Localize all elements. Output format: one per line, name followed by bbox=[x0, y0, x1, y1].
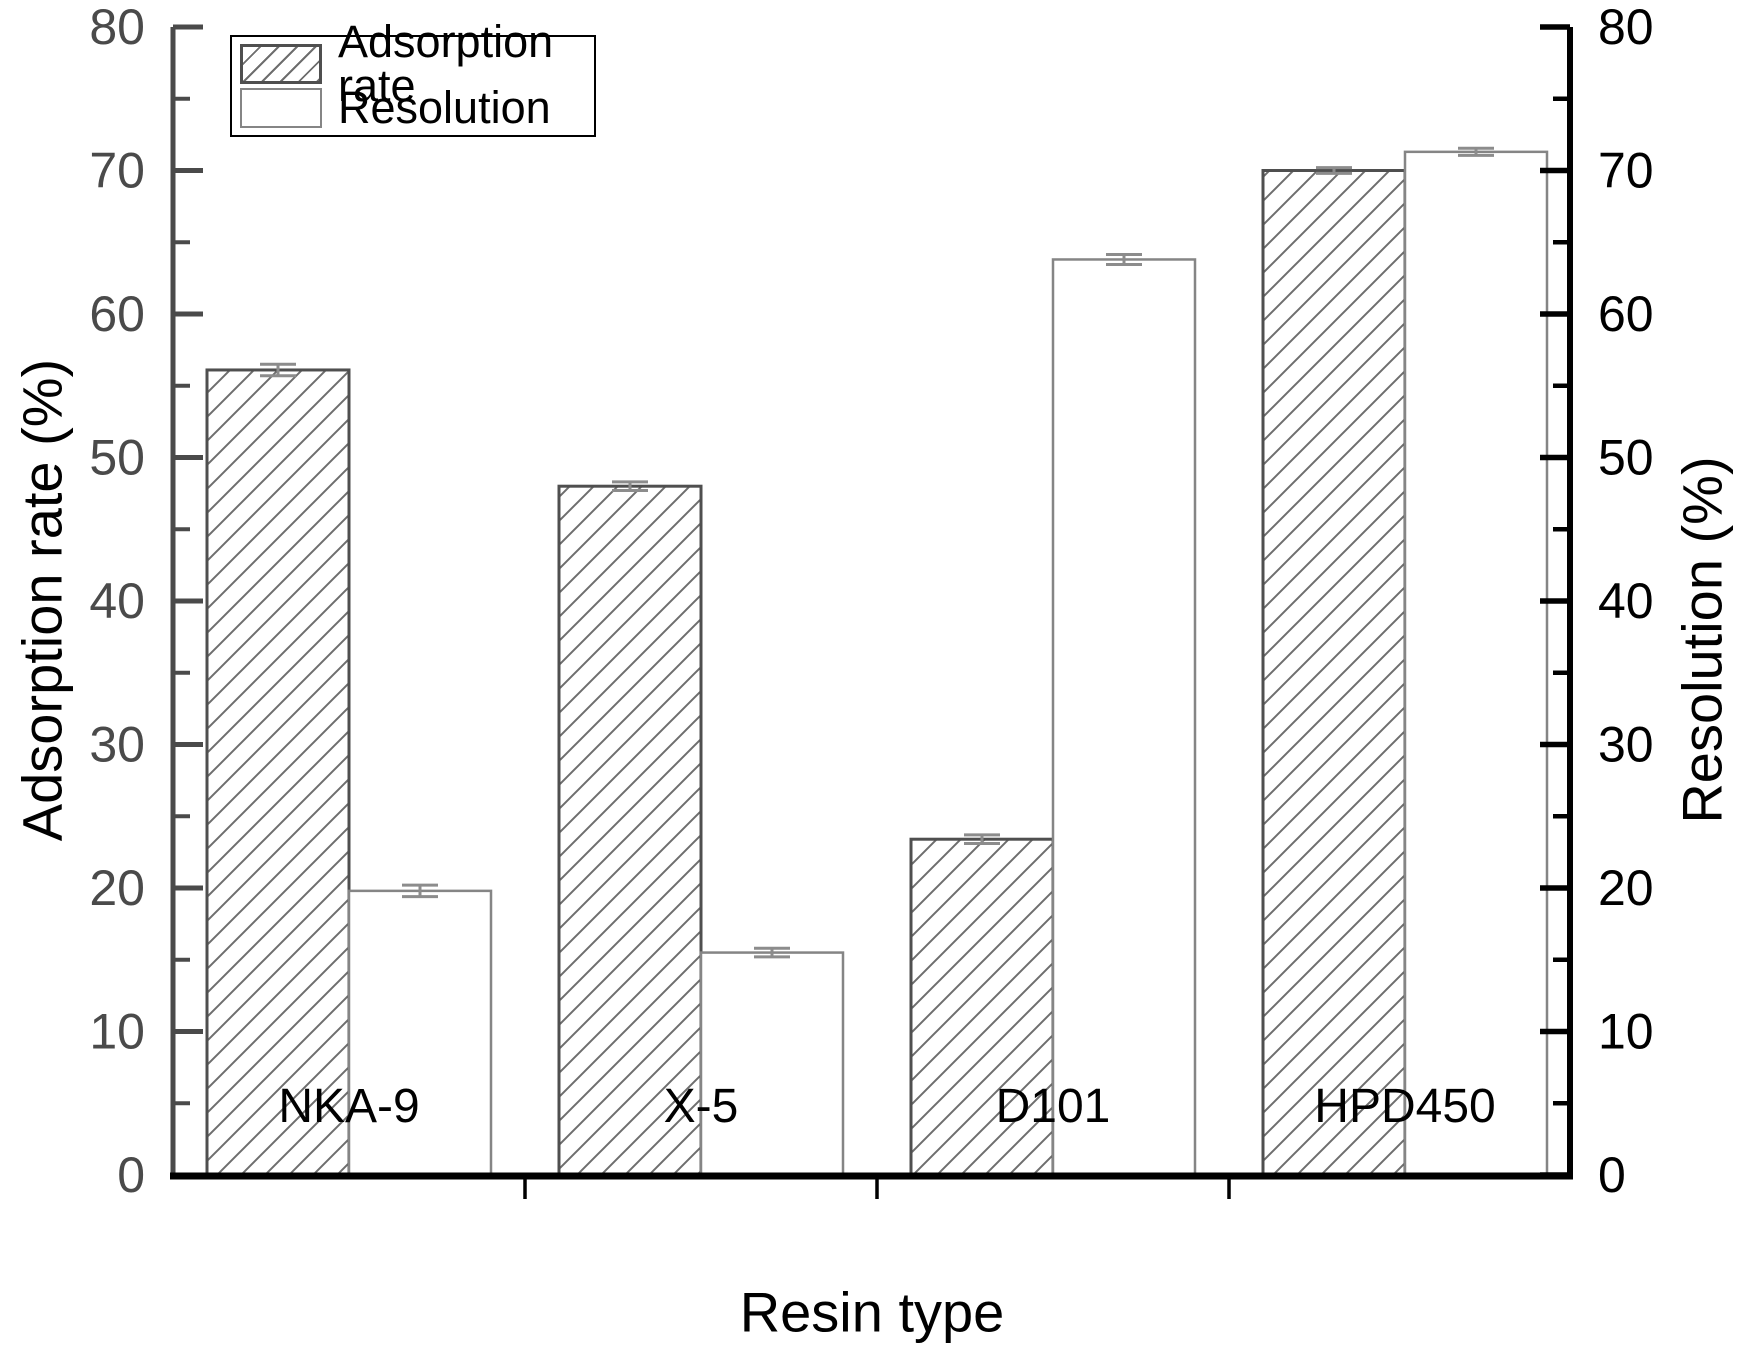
right-tick-label-50: 50 bbox=[1598, 430, 1654, 486]
bar-adsorption-rate-hpd450 bbox=[1261, 169, 1407, 1177]
bar-adsorption-rate-d101 bbox=[909, 837, 1055, 1177]
x-tick-label-d101: D101 bbox=[996, 1080, 1111, 1133]
left-tick-label-50: 50 bbox=[89, 430, 145, 486]
left-tick-label-0: 0 bbox=[117, 1147, 145, 1203]
left-tick-label-40: 40 bbox=[89, 573, 145, 629]
legend-label: Resolution bbox=[338, 82, 551, 133]
right-tick-label-30: 30 bbox=[1598, 717, 1654, 773]
left-tick-label-80: 80 bbox=[89, 0, 145, 55]
x-tick-label-nka-9: NKA-9 bbox=[278, 1080, 419, 1133]
x-axis-title: Resin type bbox=[739, 1280, 1005, 1344]
bar-resolution-hpd450 bbox=[1403, 150, 1549, 1177]
right-tick-label-10: 10 bbox=[1598, 1004, 1654, 1060]
left-tick-label-20: 20 bbox=[89, 860, 145, 916]
x-tick-label-hpd450: HPD450 bbox=[1314, 1080, 1495, 1133]
left-axis-title: Adsorption rate (%) bbox=[10, 358, 74, 842]
left-tick-label-10: 10 bbox=[89, 1004, 145, 1060]
bar-resolution-d101 bbox=[1051, 258, 1197, 1177]
left-tick-label-70: 70 bbox=[89, 143, 145, 199]
hatched-swatch-icon bbox=[240, 44, 322, 84]
right-tick-label-20: 20 bbox=[1598, 860, 1654, 916]
legend-entry-resolution: Resolution bbox=[240, 82, 586, 133]
right-tick-label-0: 0 bbox=[1598, 1147, 1626, 1203]
bar-adsorption-rate-nka-9 bbox=[205, 368, 351, 1177]
right-axis-title: Resolution (%) bbox=[1670, 456, 1734, 824]
legend: Adsorption rate Resolution bbox=[230, 19, 596, 137]
right-tick-label-60: 60 bbox=[1598, 286, 1654, 342]
legend-label: Adsorption rate bbox=[338, 16, 554, 111]
bar-resolution-nka-9 bbox=[347, 889, 493, 1177]
right-tick-label-80: 80 bbox=[1598, 0, 1654, 55]
bar-resolution-x-5 bbox=[699, 951, 845, 1177]
legend-entry-adsorption-rate: Adsorption rate bbox=[240, 19, 586, 108]
right-tick-label-70: 70 bbox=[1598, 143, 1654, 199]
x-tick-label-x-5: X-5 bbox=[664, 1080, 739, 1133]
bar-adsorption-rate-x-5 bbox=[557, 484, 703, 1177]
left-tick-label-60: 60 bbox=[89, 286, 145, 342]
right-tick-label-40: 40 bbox=[1598, 573, 1654, 629]
left-tick-label-30: 30 bbox=[89, 717, 145, 773]
plot-area: 0 0 10 10 20 20 30 30 40 40 50 50 60 60 70 70 80 80 NKA-9 X… bbox=[89, 0, 1653, 1203]
plain-swatch-icon bbox=[240, 88, 322, 128]
